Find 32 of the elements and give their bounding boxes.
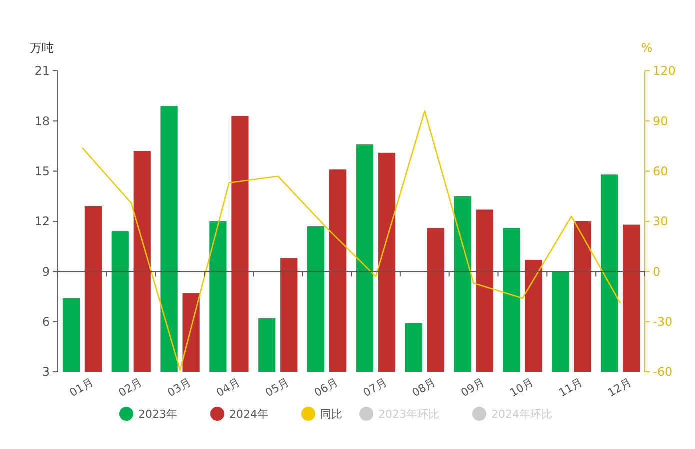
y-tick-label: 18: [34, 114, 50, 128]
x-tick-label: 12月: [606, 376, 634, 400]
y-tick-label: 15: [34, 164, 50, 179]
legend-label: 同比: [320, 408, 342, 421]
y2-tick-label: 0: [653, 264, 661, 279]
x-tick-label: 10月: [508, 376, 536, 400]
y-tick-label: 12: [34, 214, 50, 229]
y2-tick-label: 30: [653, 214, 668, 229]
y2-tick-label: 120: [653, 64, 676, 78]
x-tick-label: 11月: [556, 376, 585, 400]
y-axis-title: 万吨: [30, 41, 54, 55]
x-tick-label: 06月: [312, 376, 340, 400]
x-tick-label: 04月: [214, 376, 243, 400]
legend-label: 2024年: [230, 408, 268, 421]
y2-tick-label: 60: [653, 164, 668, 179]
y-tick-label: 6: [42, 315, 50, 330]
x-tick-label: 02月: [116, 376, 145, 400]
y2-tick-label: 90: [653, 114, 668, 128]
y-tick-label: 3: [42, 365, 50, 380]
y2-tick-label: -30: [653, 315, 673, 330]
y2-tick-label: -60: [653, 365, 673, 380]
y-tick-label: 9: [42, 264, 50, 279]
y2-axis-title: %: [641, 41, 653, 55]
legend-label: 2023年: [138, 408, 178, 421]
x-tick-label: 05月: [263, 376, 292, 400]
x-tick-label: 07月: [361, 376, 390, 400]
x-tick-label: 01月: [68, 376, 96, 400]
x-tick-label: 09月: [458, 376, 488, 400]
line-series: [82, 110, 622, 371]
x-tick-label: 03月: [165, 376, 194, 400]
x-tick-label: 08月: [410, 376, 438, 400]
y-tick-label: 21: [34, 64, 50, 78]
